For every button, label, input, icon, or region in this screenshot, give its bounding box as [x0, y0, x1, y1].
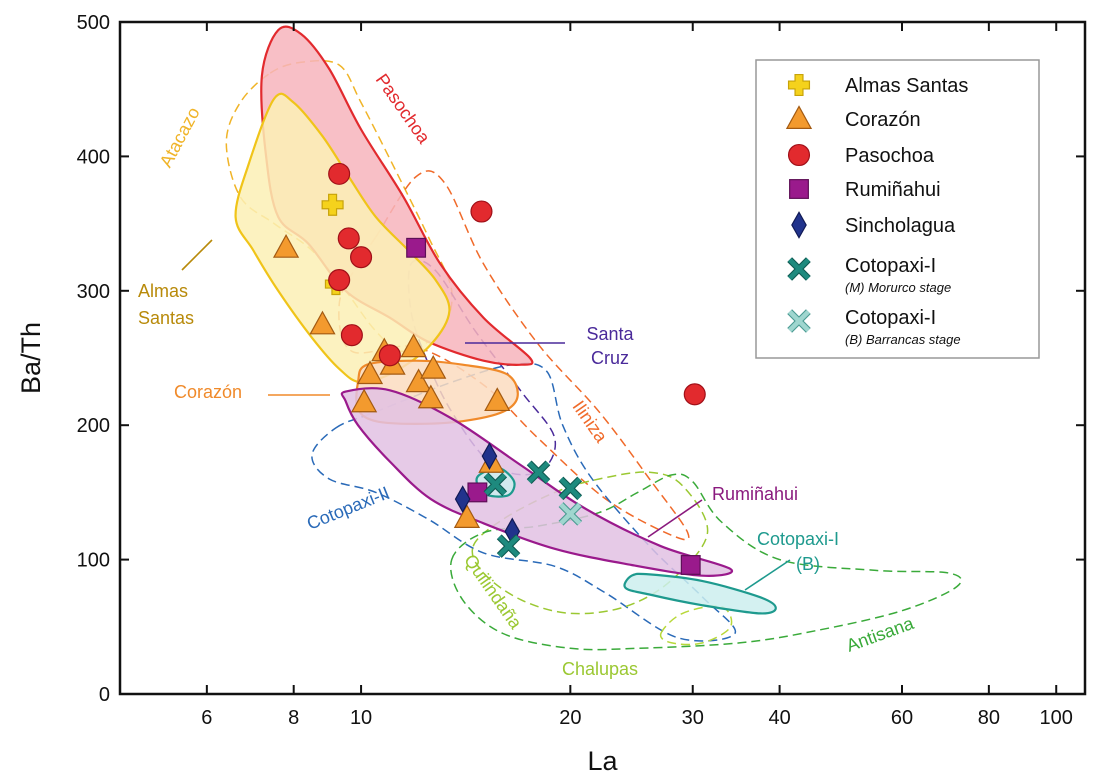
point-pasochoa-4 [340, 324, 363, 347]
legend-item: Cotopaxi-I (B) Barrancas stage [787, 307, 961, 347]
legend-marker-diamond [791, 211, 807, 239]
legend-label: Pasochoa [845, 145, 935, 167]
annotation-antisana: Antisana [844, 613, 918, 656]
point-coraz-n-3 [350, 388, 378, 413]
annotation-santa: Santa [586, 324, 634, 344]
point-cotopaxi-i-b-barrancas-stage-0 [558, 502, 583, 526]
legend-sublabel: (B) Barrancas stage [845, 332, 961, 347]
point-coraz-n-8 [417, 384, 444, 409]
axis-ticks: 6 8 10 20 30 40 60 80 100 0 100 200 300 400 500 [77, 12, 1085, 729]
y-tick-label: 200 [77, 415, 110, 437]
annotation-leader-line [181, 239, 213, 271]
y-tick-label: 0 [99, 684, 110, 706]
legend-label: Cotopaxi-I [845, 307, 936, 329]
annotation-santas: Santas [138, 308, 194, 328]
point-cotopaxi-i-m-morurco-stage-0 [483, 472, 508, 497]
legend-item: Rumiñahui [789, 179, 941, 201]
regions-layer [225, 25, 963, 651]
legend-marker-x [787, 257, 811, 281]
point-coraz-n-0 [272, 234, 300, 258]
y-tick-label: 400 [77, 146, 110, 168]
annotation-atacazo: Atacazo [156, 104, 204, 171]
x-tick-label: 60 [891, 707, 913, 729]
y-tick-label: 300 [77, 281, 110, 303]
legend-box [755, 59, 1040, 359]
region-antisana [449, 473, 963, 651]
annotation-coraz-n: Corazón [174, 382, 242, 402]
legend-marker-triangle [785, 105, 813, 130]
legend-item: Sincholagua [791, 211, 956, 239]
legend-item: Almas Santas [787, 73, 968, 97]
annotation-leader-line [647, 499, 703, 538]
point-sincholagua-0 [454, 485, 471, 513]
annotation-quilinda-a: Quilindaña [460, 551, 526, 634]
legend-label: Cotopaxi-I [845, 255, 936, 277]
legend-item: Cotopaxi-I (M) Morurco stage [787, 255, 951, 295]
point-coraz-n-6 [400, 333, 427, 358]
point-cotopaxi-i-m-morurco-stage-1 [526, 460, 551, 485]
point-pasochoa-3 [328, 268, 351, 292]
legend-marker-x-light [787, 309, 811, 333]
point-pasochoa-0 [328, 162, 351, 185]
point-almas-santas-0 [321, 193, 344, 216]
legend-sublabel: (M) Morurco stage [845, 280, 951, 295]
x-tick-label: 20 [559, 707, 581, 729]
annotation-pasochoa: Pasochoa [372, 70, 435, 148]
legend-label: Almas Santas [845, 75, 968, 97]
point-cotopaxi-i-m-morurco-stage-2 [558, 476, 583, 501]
region-chalupas [659, 605, 733, 646]
annotation-leaders [181, 239, 791, 591]
point-pasochoa-1 [337, 227, 360, 250]
point-sincholagua-1 [481, 442, 498, 470]
point-cotopaxi-i-m-morurco-stage-3 [496, 534, 521, 558]
x-tick-label: 6 [201, 707, 212, 729]
region-rumi-ahui [340, 387, 734, 577]
plot-frame [118, 20, 1087, 696]
point-coraz-n-7 [405, 368, 432, 393]
point-rumi-ahui-2 [680, 555, 701, 575]
x-tick-label: 8 [288, 707, 299, 729]
point-coraz-n-12 [453, 504, 481, 528]
point-coraz-n-11 [484, 387, 511, 412]
legend-marker-cross [787, 73, 811, 97]
annotation-cotopaxi-i: Cotopaxi-I [757, 529, 839, 549]
legend-label: Rumiñahui [845, 179, 941, 201]
y-axis-label: Ba/Th [16, 322, 46, 394]
legend-item: Corazón [785, 105, 921, 131]
point-coraz-n-9 [420, 354, 447, 379]
point-pasochoa-6 [470, 200, 493, 223]
point-rumi-ahui-0 [406, 237, 427, 258]
annotation-iliniza: Iliniza [569, 397, 612, 447]
annotation-cruz: Cruz [591, 348, 629, 368]
point-coraz-n-2 [356, 360, 384, 385]
y-tick-label: 100 [77, 550, 110, 572]
legend-marker-square [789, 179, 809, 199]
legend-marker-circle [787, 143, 811, 167]
x-tick-label: 100 [1040, 707, 1073, 729]
y-tick-label: 500 [77, 12, 110, 34]
x-tick-label: 10 [350, 707, 372, 729]
annotation-rumi-ahui: Rumiñahui [712, 484, 798, 504]
legend-label: Corazón [845, 109, 921, 131]
point-pasochoa-2 [350, 246, 373, 269]
annotation-almas: Almas [138, 281, 188, 301]
point-rumi-ahui-1 [467, 482, 488, 503]
point-pasochoa-7 [683, 383, 706, 406]
x-axis-label: La [587, 746, 618, 774]
x-tick-label: 40 [768, 707, 790, 729]
annotation-chalupas: Chalupas [562, 659, 638, 679]
x-tick-label: 30 [682, 707, 704, 729]
annotation-leader-line [744, 559, 791, 591]
annotation-b: (B) [796, 554, 820, 574]
annotation-cotopaxi-ii: Cotopaxi-II [304, 483, 392, 534]
x-tick-label: 80 [978, 707, 1000, 729]
legend-item: Pasochoa [787, 143, 935, 167]
region-cotopaxi-i-b [623, 572, 777, 615]
points-layer [272, 162, 706, 575]
point-pasochoa-5 [378, 344, 401, 367]
legend-label: Sincholagua [845, 215, 956, 237]
legend: Almas Santas Corazón Pasochoa Rumiñahui Sinc… [755, 59, 1040, 359]
point-coraz-n-1 [309, 310, 336, 335]
